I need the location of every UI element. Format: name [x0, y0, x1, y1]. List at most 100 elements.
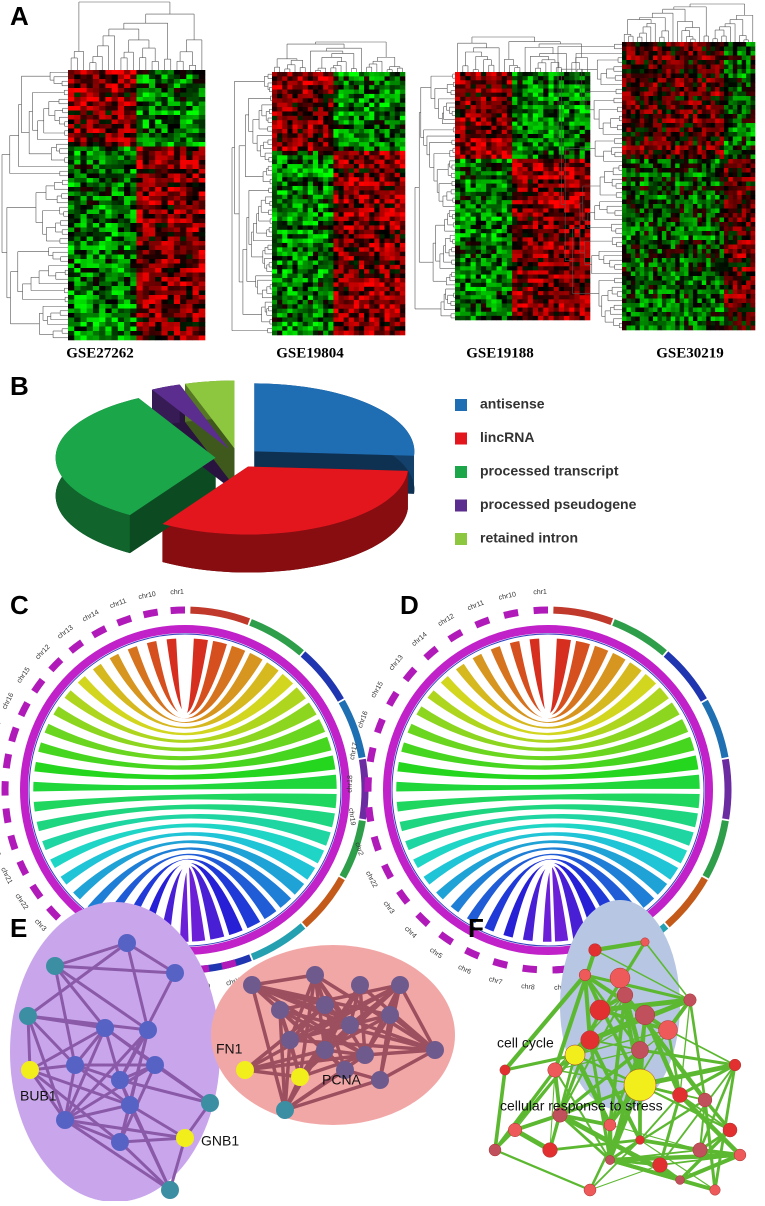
- heatmap-cell: [390, 129, 395, 134]
- heatmap-cell: [374, 278, 379, 283]
- heatmap-cell: [517, 246, 522, 250]
- heatmap-cell: [486, 295, 491, 299]
- heatmap-cell: [476, 295, 481, 299]
- heatmap-cell: [523, 287, 528, 291]
- heatmap-cell: [313, 103, 318, 108]
- heatmap-cell: [533, 213, 538, 217]
- heatmap-cell: [168, 115, 175, 120]
- heatmap-cell: [569, 299, 574, 303]
- heatmap-cell: [328, 120, 333, 125]
- heatmap-cell: [476, 254, 481, 258]
- heatmap-cell: [180, 264, 187, 269]
- heatmap-cell: [161, 277, 168, 282]
- heatmap-cell: [497, 163, 502, 167]
- heatmap-cell: [585, 316, 590, 320]
- heatmap-cell: [93, 246, 100, 251]
- heatmap-cell: [272, 304, 277, 309]
- heatmap-cell: [543, 270, 548, 274]
- heatmap-cell: [130, 295, 137, 300]
- heatmap-cell: [143, 295, 150, 300]
- heatmap-cell: [298, 265, 303, 270]
- heatmap-cell: [298, 313, 303, 318]
- heatmap-cell: [199, 304, 206, 309]
- heatmap-cell: [476, 93, 481, 97]
- heatmap-cell: [93, 79, 100, 84]
- heatmap-cell: [199, 264, 206, 269]
- heatmap-cell: [118, 309, 125, 314]
- heatmap-cell: [502, 233, 507, 237]
- heatmap-cell: [105, 106, 112, 111]
- heatmap-cell: [528, 204, 533, 208]
- heatmap-cell: [161, 147, 168, 152]
- heatmap-cell: [282, 98, 287, 103]
- heatmap-cell: [272, 133, 277, 138]
- heatmap-cell: [328, 111, 333, 116]
- heatmap-cell: [455, 241, 460, 245]
- heatmap-cell: [287, 260, 292, 265]
- heatmap-cell: [390, 239, 395, 244]
- heatmap-cell: [517, 184, 522, 188]
- heatmap-cell: [174, 250, 181, 255]
- heatmap-cell: [512, 188, 517, 192]
- heatmap-cell: [400, 129, 405, 134]
- heatmap-cell: [118, 295, 125, 300]
- heatmap-cell: [87, 160, 94, 165]
- heatmap-cell: [105, 165, 112, 170]
- heatmap-cell: [543, 113, 548, 117]
- heatmap-cell: [455, 130, 460, 134]
- heatmap-cell: [491, 134, 496, 138]
- heatmap-cell: [74, 228, 81, 233]
- heatmap-cell: [199, 300, 206, 305]
- heatmap-cell: [318, 269, 323, 274]
- heatmap-cell: [395, 230, 400, 235]
- heatmap-cell: [528, 184, 533, 188]
- heatmap-cell: [379, 81, 384, 86]
- heatmap-cell: [349, 129, 354, 134]
- heatmap-cell: [68, 70, 75, 75]
- heatmap-cell: [323, 291, 328, 296]
- heatmap-cell: [155, 228, 162, 233]
- heatmap-cell: [538, 89, 543, 93]
- heatmap-cell: [497, 159, 502, 163]
- heatmap-cell: [354, 260, 359, 265]
- heatmap-cell: [481, 316, 486, 320]
- heatmap-cell: [199, 219, 206, 224]
- heatmap-cell: [585, 117, 590, 121]
- heatmap-cell: [344, 252, 349, 257]
- heatmap-cell: [80, 88, 87, 93]
- heatmap-cell: [112, 309, 119, 314]
- heatmap-cell: [328, 212, 333, 217]
- heatmap-cell: [186, 246, 193, 251]
- heatmap-cell: [476, 192, 481, 196]
- heatmap-cell: [538, 109, 543, 113]
- heatmap-cell: [292, 274, 297, 279]
- heatmap-cell: [491, 84, 496, 88]
- heatmap-cell: [559, 299, 564, 303]
- heatmap-cell: [93, 178, 100, 183]
- heatmap-cell: [143, 255, 150, 260]
- heatmap-cell: [486, 117, 491, 121]
- heatmap-cell: [497, 312, 502, 316]
- heatmap-cell: [491, 80, 496, 84]
- heatmap-cell: [282, 164, 287, 169]
- heatmap-cell: [354, 331, 359, 336]
- heatmap-cell: [517, 113, 522, 117]
- heatmap-cell: [465, 171, 470, 175]
- heatmap-cell: [569, 93, 574, 97]
- heatmap-cell: [87, 133, 94, 138]
- heatmap-cell: [528, 266, 533, 270]
- heatmap-cell: [385, 331, 390, 336]
- heatmap-cell: [481, 196, 486, 200]
- heatmap-cell: [486, 159, 491, 163]
- heatmap-cell: [390, 225, 395, 230]
- heatmap-cell: [486, 229, 491, 233]
- heatmap-cell: [161, 259, 168, 264]
- heatmap-cell: [112, 210, 119, 215]
- heatmap-cell: [193, 178, 200, 183]
- heatmap-cell: [174, 331, 181, 336]
- heatmap-cell: [161, 165, 168, 170]
- heatmap-cell: [143, 75, 150, 80]
- heatmap-cell: [137, 192, 144, 197]
- heatmap-cell: [328, 177, 333, 182]
- heatmap-cell: [318, 168, 323, 173]
